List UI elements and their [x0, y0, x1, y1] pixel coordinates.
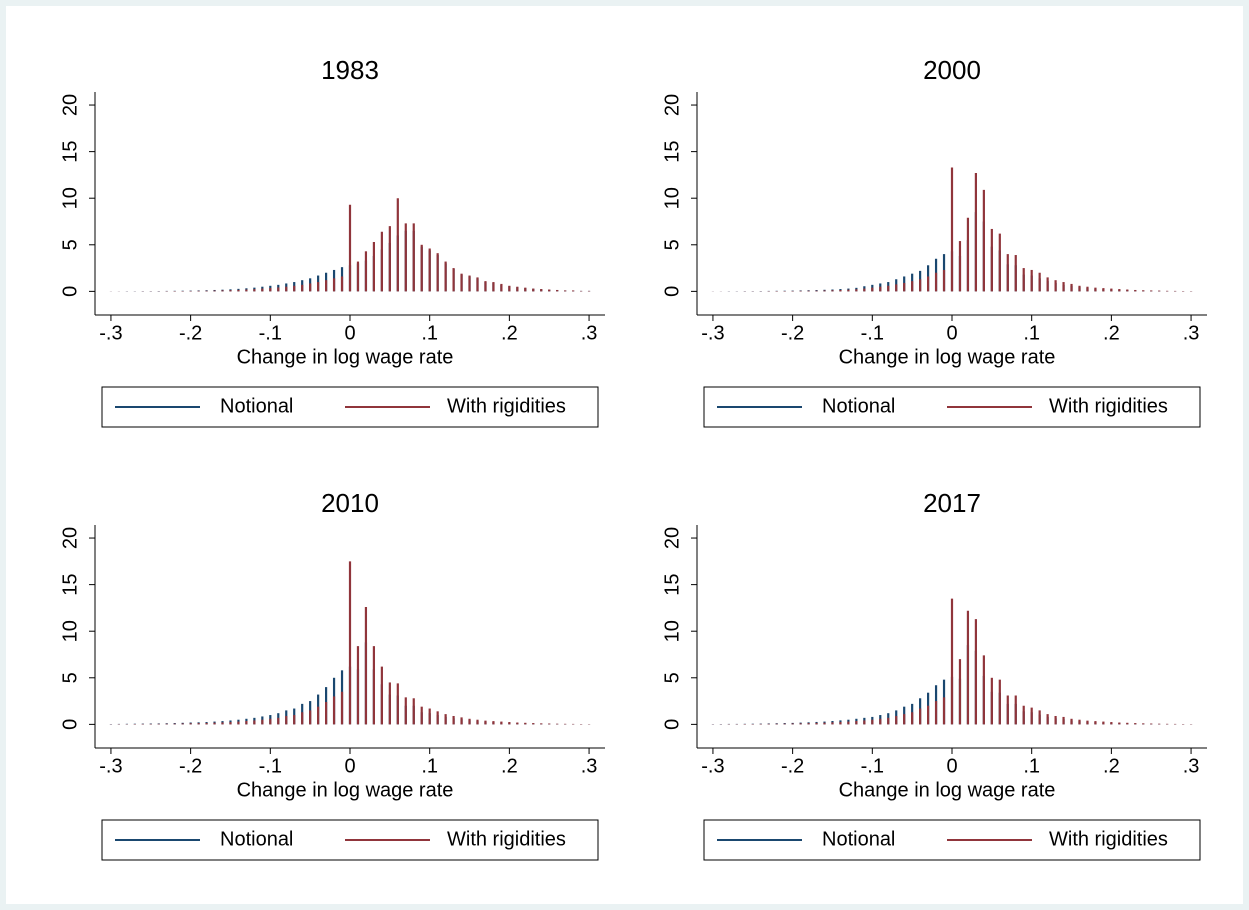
legend-label: With rigidities — [1049, 395, 1168, 417]
legend-label: Notional — [822, 395, 895, 417]
x-tick-label: 0 — [344, 755, 355, 777]
panel: 2017 0 5 10 15 20 -.3 -.2 -.1 0 .1 .2 .3 Change in lo… — [661, 488, 1207, 861]
x-axis-title: Change in log wage rate — [237, 779, 454, 801]
y-tick-label: 15 — [661, 573, 683, 595]
x-tick-label: .2 — [1103, 322, 1120, 344]
x-tick-label: .1 — [1023, 755, 1040, 777]
y-tick-label: 20 — [661, 527, 683, 549]
x-tick-label: .1 — [1023, 322, 1040, 344]
y-tick-label: 10 — [59, 620, 81, 642]
x-axis-title: Change in log wage rate — [237, 346, 454, 368]
y-tick-label: 5 — [59, 239, 81, 250]
panel-title: 1983 — [321, 55, 379, 85]
y-tick-label: 15 — [59, 573, 81, 595]
y-tick-label: 20 — [661, 94, 683, 116]
y-tick-label: 15 — [59, 140, 81, 162]
y-tick-label: 10 — [59, 187, 81, 209]
legend-label: Notional — [822, 828, 895, 850]
legend-label: With rigidities — [1049, 828, 1168, 850]
panel-title: 2000 — [923, 55, 981, 85]
x-tick-label: 0 — [946, 322, 957, 344]
y-tick-label: 10 — [661, 187, 683, 209]
y-tick-label: 0 — [661, 286, 683, 297]
y-tick-label: 15 — [661, 140, 683, 162]
x-tick-label: .1 — [421, 755, 438, 777]
y-tick-label: 20 — [59, 94, 81, 116]
legend-label: With rigidities — [447, 395, 566, 417]
panel-title: 2010 — [321, 488, 379, 518]
x-tick-label: -.1 — [861, 322, 884, 344]
panel: 1983 0 5 10 15 20 -.3 -.2 -.1 0 .1 .2 .3 Change in lo… — [59, 55, 605, 428]
x-tick-label: .2 — [501, 322, 518, 344]
x-tick-label: .2 — [501, 755, 518, 777]
x-tick-label: .3 — [1183, 755, 1200, 777]
graph-region — [6, 6, 1243, 904]
x-tick-label: .2 — [1103, 755, 1120, 777]
x-tick-label: 0 — [344, 322, 355, 344]
x-axis-title: Change in log wage rate — [839, 779, 1056, 801]
x-tick-label: 0 — [946, 755, 957, 777]
y-tick-label: 0 — [661, 719, 683, 730]
x-tick-label: -.2 — [781, 322, 804, 344]
x-tick-label: -.1 — [861, 755, 884, 777]
panel-title: 2017 — [923, 488, 981, 518]
y-tick-label: 5 — [59, 672, 81, 683]
x-tick-label: -.3 — [99, 755, 122, 777]
y-tick-label: 20 — [59, 527, 81, 549]
x-tick-label: -.3 — [99, 322, 122, 344]
y-tick-label: 5 — [661, 239, 683, 250]
legend-label: Notional — [220, 395, 293, 417]
x-tick-label: .3 — [581, 755, 598, 777]
y-tick-label: 5 — [661, 672, 683, 683]
panel: 2000 0 5 10 15 20 -.3 -.2 -.1 0 .1 .2 .3 Change in lo… — [661, 55, 1207, 428]
x-tick-label: .3 — [581, 322, 598, 344]
x-tick-label: -.3 — [701, 755, 724, 777]
x-tick-label: -.2 — [781, 755, 804, 777]
x-tick-label: -.1 — [259, 322, 282, 344]
legend-label: Notional — [220, 828, 293, 850]
legend-label: With rigidities — [447, 828, 566, 850]
x-tick-label: -.1 — [259, 755, 282, 777]
y-tick-label: 0 — [59, 286, 81, 297]
panel: 2010 0 5 10 15 20 -.3 -.2 -.1 0 .1 .2 .3 Change in lo… — [59, 488, 605, 861]
x-tick-label: -.2 — [179, 322, 202, 344]
y-tick-label: 10 — [661, 620, 683, 642]
y-tick-label: 0 — [59, 719, 81, 730]
x-tick-label: .1 — [421, 322, 438, 344]
x-tick-label: -.3 — [701, 322, 724, 344]
x-tick-label: -.2 — [179, 755, 202, 777]
x-axis-title: Change in log wage rate — [839, 346, 1056, 368]
x-tick-label: .3 — [1183, 322, 1200, 344]
